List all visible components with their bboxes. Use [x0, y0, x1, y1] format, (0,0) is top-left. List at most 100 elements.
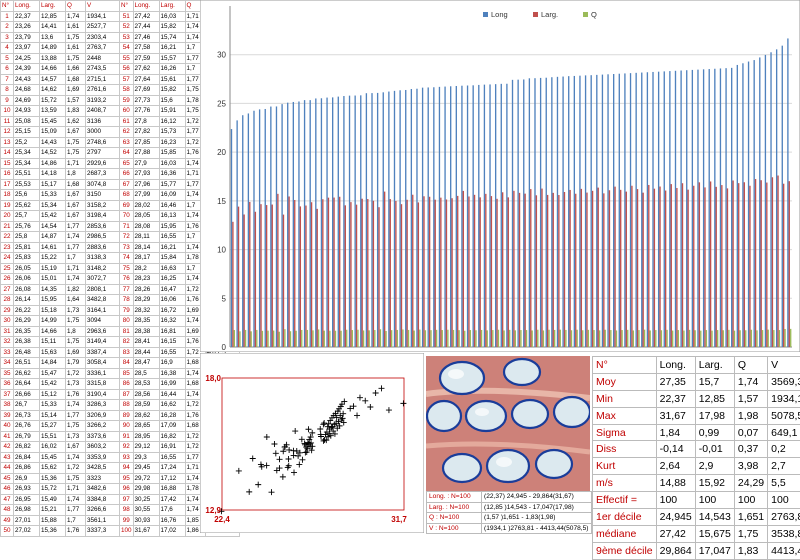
- cell-value: 26,38: [14, 337, 40, 348]
- summary-label: Larg. : N=100: [427, 502, 482, 513]
- bar: [243, 214, 244, 347]
- bar: [450, 86, 451, 347]
- bar: [440, 198, 441, 347]
- summary-value: (1,57 )1,651 - 1,83(1,98): [482, 513, 592, 524]
- cell-value: 1,75: [66, 337, 86, 348]
- cell-value: 12,85: [40, 11, 66, 22]
- bar: [585, 75, 586, 347]
- cell-value: 16,13: [159, 211, 185, 222]
- cell-value: 15,63: [40, 347, 66, 358]
- bar: [547, 195, 548, 347]
- stat-label: Diss: [593, 441, 657, 458]
- bar: [481, 330, 482, 347]
- cell-value: 3148,2: [86, 263, 120, 274]
- bar: [253, 111, 254, 347]
- cell-value: 27,42: [133, 11, 159, 22]
- bar: [346, 330, 347, 347]
- bar: [464, 331, 465, 347]
- cell-value: 14,66: [40, 326, 66, 337]
- bar: [664, 71, 665, 347]
- bar: [501, 84, 502, 347]
- bar: [591, 75, 592, 347]
- cell-value: 25,6: [14, 190, 40, 201]
- row-number: 83: [120, 347, 134, 358]
- bar: [293, 102, 294, 347]
- bar: [385, 331, 386, 347]
- cell-value: 27,02: [14, 526, 40, 537]
- cell-value: 15,77: [159, 179, 185, 190]
- y-max-label: 18,0: [205, 374, 221, 383]
- row-number: 7: [1, 74, 14, 85]
- cell-value: 26,98: [14, 505, 40, 516]
- bar: [328, 198, 329, 347]
- cell-value: 26,14: [14, 295, 40, 306]
- cell-value: 1,75: [66, 421, 86, 432]
- bar: [754, 60, 755, 347]
- row-number: 98: [120, 505, 134, 516]
- bar: [779, 330, 780, 347]
- stat-value: 649,1: [768, 424, 800, 441]
- row-number: 10: [1, 106, 14, 117]
- stat-value: 2763,81: [768, 509, 800, 526]
- stat-value: 17,98: [695, 407, 734, 424]
- cell-value: 3428,5: [86, 463, 120, 474]
- bar: [574, 76, 575, 347]
- row-number: 88: [120, 400, 134, 411]
- bar: [304, 100, 305, 347]
- bar: [543, 330, 544, 347]
- bar: [502, 192, 503, 347]
- row-number: 36: [1, 379, 14, 390]
- bar: [484, 85, 485, 347]
- cell-value: 2929,6: [86, 158, 120, 169]
- bar: [397, 330, 398, 347]
- summary-value: (22,37) 24,945 - 29,864(31,67): [482, 492, 592, 503]
- bar: [457, 196, 458, 347]
- cell-value: 1,74: [66, 400, 86, 411]
- cell-value: 27,93: [133, 169, 159, 180]
- table-header: V: [86, 1, 120, 12]
- legend-swatch: [533, 12, 538, 17]
- cell-value: 1,72: [66, 368, 86, 379]
- cell-value: 3150: [86, 190, 120, 201]
- bar: [294, 200, 295, 347]
- cell-value: 15,85: [159, 148, 185, 159]
- cell-value: 15,73: [159, 127, 185, 138]
- bar: [562, 77, 563, 347]
- cell-value: 27,82: [133, 127, 159, 138]
- cell-value: 17,12: [159, 473, 185, 484]
- cell-value: 1,61: [66, 22, 86, 33]
- bar: [598, 188, 599, 347]
- bar: [532, 330, 533, 347]
- cell-value: 26,35: [14, 326, 40, 337]
- bar: [665, 191, 666, 347]
- table-header: Long.: [14, 1, 40, 12]
- row-number: 43: [1, 452, 14, 463]
- cell-value: 24,69: [14, 95, 40, 106]
- cell-value: 29,45: [133, 463, 159, 474]
- row-number: 1: [1, 11, 14, 22]
- bar: [666, 330, 667, 347]
- cell-value: 1,64: [66, 295, 86, 306]
- bar: [551, 77, 552, 347]
- stat-label: Sigma: [593, 424, 657, 441]
- cell-value: 16,47: [159, 284, 185, 295]
- bar: [260, 204, 261, 347]
- bar: [411, 89, 412, 347]
- cell-value: 15,57: [159, 53, 185, 64]
- cell-value: 3323: [86, 473, 120, 484]
- bar: [349, 96, 350, 347]
- cell-value: 2853,6: [86, 221, 120, 232]
- bar: [599, 330, 600, 347]
- bar: [536, 195, 537, 347]
- cell-value: 1,67: [66, 127, 86, 138]
- bar: [749, 186, 750, 347]
- bar: [768, 330, 769, 347]
- cell-value: 3094: [86, 316, 120, 327]
- cell-value: 26,08: [14, 284, 40, 295]
- bar: [284, 329, 285, 347]
- y-tick-label: 30: [217, 51, 226, 60]
- cell-value: 15,42: [40, 379, 66, 390]
- cell-value: 16,06: [159, 295, 185, 306]
- bar: [288, 196, 289, 347]
- cell-value: 25,7: [14, 211, 40, 222]
